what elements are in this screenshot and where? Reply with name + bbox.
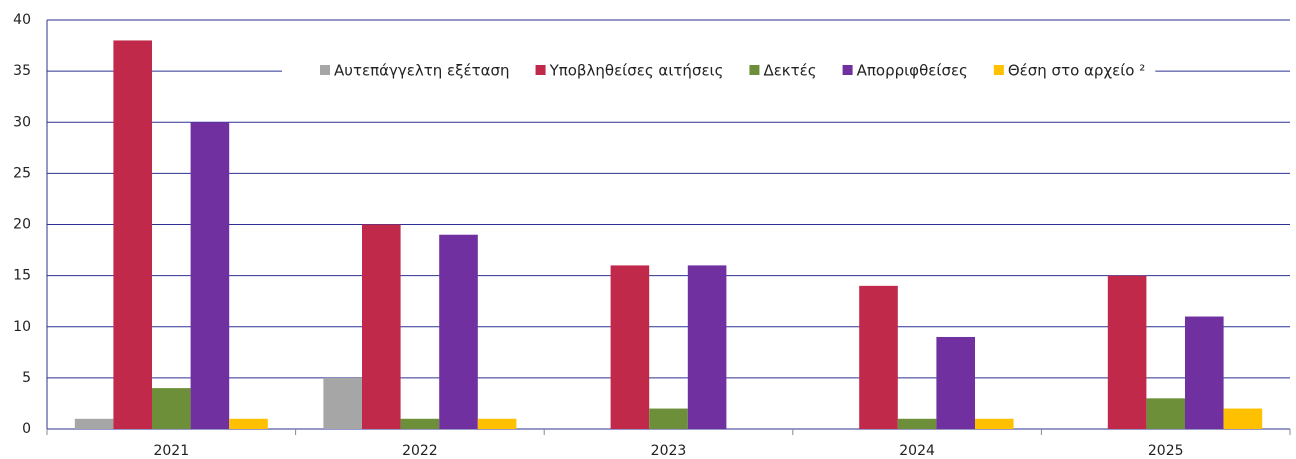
x-tick-label: 2025 [1148,443,1184,459]
legend-label: Θέση στο αρχείο ² [1008,62,1145,80]
legend-label: Δεκτές [763,62,816,80]
legend-swatch [749,65,760,75]
bar [936,336,975,429]
bar [649,408,688,429]
bar [113,40,152,429]
y-tick-label: 10 [13,319,31,335]
y-tick-label: 0 [22,421,31,437]
x-tick-label: 2021 [153,443,189,459]
y-tick-label: 40 [13,12,31,28]
y-tick-label: 35 [13,63,31,79]
legend-swatch [993,65,1004,75]
bar [610,265,650,429]
legend-swatch [535,65,546,75]
bar [323,377,362,429]
y-tick-label: 15 [13,268,31,284]
y-tick-label: 20 [13,217,31,233]
bar [1223,408,1263,429]
bar [975,418,1014,429]
bar [362,224,401,429]
legend-swatch [320,65,330,75]
x-tick-label: 2022 [402,443,438,459]
bar [190,122,230,429]
y-tick-label: 25 [13,165,31,181]
bar [477,418,517,429]
legend-background [282,55,1156,87]
bar [229,418,268,429]
bar [1107,275,1147,429]
bar [859,285,898,429]
legend-label: Αυτεπάγγελτη εξέταση [334,62,510,80]
legend-label: Υποβληθείσες αιτήσεις [549,62,724,80]
bar [400,418,440,429]
bar [152,388,191,429]
bar [439,234,478,429]
legend-label: Απορριφθείσες [857,62,968,80]
x-tick-label: 2023 [651,443,687,459]
y-tick-label: 30 [13,114,31,130]
x-tick-label: 2024 [899,443,935,459]
y-tick-label: 5 [22,370,31,386]
legend-swatch [842,65,853,75]
bar [897,418,937,429]
bar [1185,316,1224,429]
legend: Αυτεπάγγελτη εξέταση Υποβληθείσες αιτήσει… [282,55,1156,87]
bar [687,265,727,429]
bar [74,418,114,429]
bar [1146,398,1185,429]
